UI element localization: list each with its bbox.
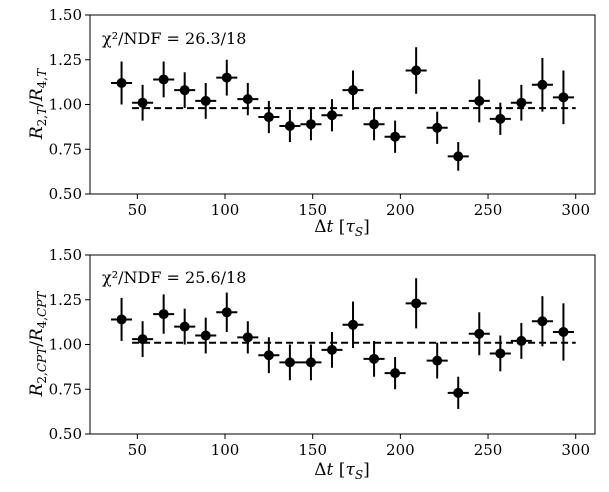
data-point bbox=[537, 79, 548, 90]
data-point bbox=[137, 334, 148, 345]
x-tick-label: 300 bbox=[561, 201, 590, 219]
data-point bbox=[284, 120, 295, 131]
data-point bbox=[158, 74, 169, 85]
x-tick-label: 250 bbox=[474, 441, 503, 459]
x-tick-label: 250 bbox=[474, 201, 503, 219]
y-tick-label: 1.25 bbox=[49, 291, 82, 309]
x-tick-label: 100 bbox=[211, 441, 240, 459]
data-point bbox=[221, 307, 232, 318]
x-tick-label: 50 bbox=[128, 201, 147, 219]
x-axis-label-top: Δt [τS] bbox=[314, 217, 369, 239]
data-point bbox=[305, 357, 316, 368]
x-tick-label: 50 bbox=[128, 441, 147, 459]
data-point bbox=[158, 309, 169, 320]
data-point bbox=[537, 316, 548, 327]
data-point bbox=[200, 330, 211, 341]
data-point bbox=[179, 85, 190, 96]
y-tick-label: 1.25 bbox=[49, 51, 82, 69]
data-point bbox=[516, 97, 527, 108]
plot-area-bottom bbox=[111, 278, 576, 409]
ticks-bottom: 50 100 150 200 250 300 0.50 0.75 1.00 1.25 1.50 bbox=[49, 246, 590, 459]
data-point bbox=[242, 332, 253, 343]
ticks-top: 50 100 150 200 250 300 0.50 0.75 1.00 1.25 1.50 bbox=[49, 6, 590, 219]
y-tick-label: 1.50 bbox=[49, 6, 82, 24]
y-tick-label: 0.75 bbox=[49, 140, 82, 158]
plot-area-top bbox=[111, 47, 576, 171]
data-point bbox=[263, 112, 274, 123]
x-axis-label-bottom: Δt [τS] bbox=[314, 460, 369, 482]
annotation-top: χ²/NDF = 26.3/18 bbox=[102, 29, 246, 48]
panel-bottom: 50 100 150 200 250 300 0.50 0.75 1.00 1.25 1.50 χ²… bbox=[27, 246, 596, 482]
y-tick-label: 0.50 bbox=[49, 185, 82, 203]
panel-top: 50 100 150 200 250 300 0.50 0.75 1.00 1.25 1.50 χ²… bbox=[27, 6, 596, 239]
y-tick-label: 1.50 bbox=[49, 246, 82, 264]
annotation-bottom: χ²/NDF = 25.6/18 bbox=[102, 268, 246, 287]
y-tick-label: 1.00 bbox=[49, 96, 82, 114]
data-point bbox=[242, 94, 253, 105]
data-point bbox=[411, 298, 422, 309]
x-tick-label: 200 bbox=[386, 201, 415, 219]
data-point bbox=[326, 110, 337, 121]
x-tick-label: 150 bbox=[298, 201, 327, 219]
data-point bbox=[453, 151, 464, 162]
data-point bbox=[116, 78, 127, 89]
data-point bbox=[390, 131, 401, 142]
data-point bbox=[495, 113, 506, 124]
y-axis-label-bottom: R2,CPT/R4,CPT bbox=[27, 291, 49, 398]
data-point bbox=[116, 314, 127, 325]
data-point bbox=[284, 357, 295, 368]
data-point bbox=[411, 65, 422, 76]
data-point bbox=[221, 72, 232, 83]
data-point bbox=[348, 319, 359, 330]
data-point bbox=[200, 95, 211, 106]
data-point bbox=[137, 97, 148, 108]
y-axis-label-top: R2,T/R4,T bbox=[27, 68, 49, 140]
data-point bbox=[326, 344, 337, 355]
y-tick-label: 1.00 bbox=[49, 336, 82, 354]
x-tick-label: 100 bbox=[211, 201, 240, 219]
y-tick-label: 0.75 bbox=[49, 380, 82, 398]
data-point bbox=[390, 368, 401, 379]
y-tick-label: 0.50 bbox=[49, 425, 82, 443]
x-tick-label: 200 bbox=[386, 441, 415, 459]
x-tick-label: 300 bbox=[561, 441, 590, 459]
data-point bbox=[432, 122, 443, 133]
data-point bbox=[263, 350, 274, 361]
data-point bbox=[305, 119, 316, 130]
data-point bbox=[495, 348, 506, 359]
data-point bbox=[474, 328, 485, 339]
data-point bbox=[369, 353, 380, 364]
data-point bbox=[179, 321, 190, 332]
data-point bbox=[558, 92, 569, 103]
data-point bbox=[453, 387, 464, 398]
data-point bbox=[432, 355, 443, 366]
data-point bbox=[348, 85, 359, 96]
data-point bbox=[369, 119, 380, 130]
data-point bbox=[558, 326, 569, 337]
data-point bbox=[474, 95, 485, 106]
data-point bbox=[516, 335, 527, 346]
x-tick-label: 150 bbox=[298, 441, 327, 459]
